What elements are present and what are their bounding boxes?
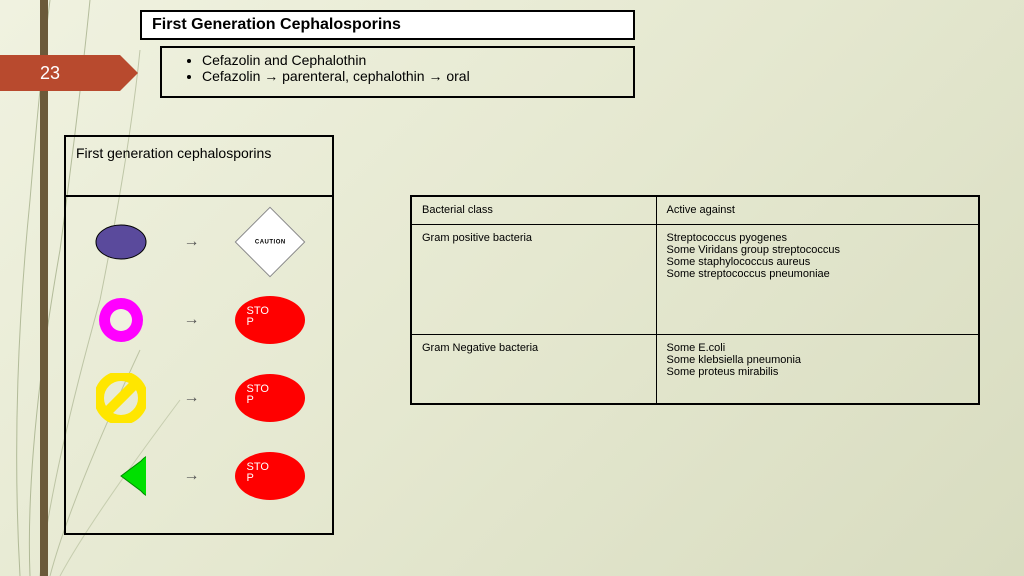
stop-oval-icon: STO P <box>232 373 307 423</box>
caution-diamond-icon: CAUTION <box>232 217 307 267</box>
arrow-icon: → <box>184 467 200 485</box>
slide-number-badge: 23 <box>0 55 120 91</box>
diagram-panel: First generation cephalosporins → CAUTIO… <box>64 135 334 535</box>
arrow-icon: → <box>184 311 200 329</box>
bullet-item: Cefazolin → parenteral, cephalothin → or… <box>202 68 623 84</box>
cell-active-against: Streptococcus pyogenes Some Viridans gro… <box>656 224 979 334</box>
stop-oval-icon: STO P <box>232 295 307 345</box>
title-box: First Generation Cephalosporins <box>140 10 635 40</box>
bullets-box: Cefazolin and Cephalothin Cefazolin → pa… <box>160 46 635 98</box>
diagram-row: → STO P <box>76 373 322 423</box>
table-row: Gram positive bacteria Streptococcus pyo… <box>411 224 979 334</box>
cell-bacterial-class: Gram Negative bacteria <box>411 334 656 404</box>
cell-bacterial-class: Gram positive bacteria <box>411 224 656 334</box>
arrow-icon: → <box>184 233 200 251</box>
diagram-body: → CAUTION → STO P → STO P <box>66 197 332 521</box>
cell-active-against: Some E.coli Some klebsiella pneumonia So… <box>656 334 979 404</box>
diagram-header: First generation cephalosporins <box>66 137 332 197</box>
table-header-row: Bacterial class Active against <box>411 196 979 224</box>
bacterial-table: Bacterial class Active against Gram posi… <box>410 195 980 405</box>
bullet-item: Cefazolin and Cephalothin <box>202 52 623 68</box>
diagram-row: → CAUTION <box>76 217 322 267</box>
stop-oval-icon: STO P <box>232 451 307 501</box>
magenta-ring-icon <box>91 298 151 343</box>
purple-oval-icon <box>91 220 151 265</box>
page-title: First Generation Cephalosporins <box>152 16 401 33</box>
column-header: Active against <box>656 196 979 224</box>
yellow-prohibit-icon <box>91 376 151 421</box>
table-row: Gram Negative bacteria Some E.coli Some … <box>411 334 979 404</box>
arrow-icon: → <box>184 389 200 407</box>
green-pacman-icon <box>91 454 151 499</box>
diagram-row: → STO P <box>76 451 322 501</box>
bullet-list: Cefazolin and Cephalothin Cefazolin → pa… <box>192 52 623 84</box>
diagram-row: → STO P <box>76 295 322 345</box>
slide-number-text: 23 <box>40 63 60 84</box>
column-header: Bacterial class <box>411 196 656 224</box>
